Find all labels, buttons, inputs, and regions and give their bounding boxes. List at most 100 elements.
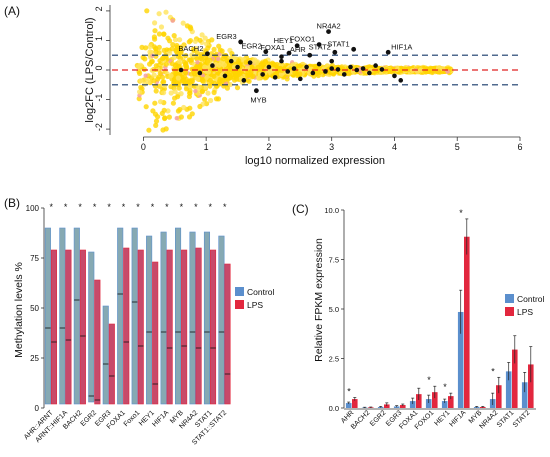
background-point <box>211 46 217 53</box>
background-point <box>217 76 223 82</box>
background-point <box>161 47 167 54</box>
tf-point <box>310 70 316 76</box>
tf-point <box>272 75 278 80</box>
gene-label-stat1: STAT1 <box>327 39 349 48</box>
background-point <box>204 41 210 47</box>
tf-point <box>379 67 385 72</box>
y-tick-label: 5.0 <box>329 305 339 314</box>
background-point <box>292 70 298 76</box>
background-point <box>138 84 144 90</box>
background-point <box>195 76 201 82</box>
gene-label-hey1: HEY1 <box>274 36 294 45</box>
tf-point <box>241 78 247 83</box>
x-tick-label: 3 <box>329 142 334 152</box>
tf-point <box>291 66 297 71</box>
significance-star: * <box>209 202 213 212</box>
gene-label-egr3: EGR3 <box>216 32 236 41</box>
tf-point <box>329 66 334 71</box>
background-point <box>160 74 166 80</box>
box-lps <box>123 247 130 405</box>
background-point <box>144 8 150 14</box>
tf-point <box>266 64 272 70</box>
background-point <box>143 73 148 78</box>
background-point <box>315 69 321 75</box>
background-point <box>234 73 240 79</box>
background-point <box>181 104 187 111</box>
bar-control <box>505 371 512 408</box>
tf-point <box>222 73 228 79</box>
background-point <box>297 71 303 77</box>
background-point <box>146 127 152 133</box>
significance-star: * <box>122 202 126 212</box>
tf-point <box>178 67 184 73</box>
background-point <box>162 83 168 89</box>
y-tick-label: 100 <box>26 204 40 213</box>
box-lps <box>224 263 231 405</box>
background-point <box>170 42 176 48</box>
background-point <box>243 59 249 65</box>
tf-point <box>323 69 328 74</box>
background-point <box>143 104 149 110</box>
background-point <box>255 59 261 65</box>
y-tick-label: 0 <box>94 65 104 70</box>
significance-star: * <box>427 375 431 385</box>
background-point <box>167 38 173 44</box>
box-lps <box>108 323 115 405</box>
gene-point-stat2 <box>332 49 338 55</box>
background-point <box>213 96 220 102</box>
background-point <box>176 58 182 64</box>
background-point <box>186 39 192 45</box>
background-point <box>224 58 230 64</box>
background-point <box>147 61 153 67</box>
legend-swatch-lps <box>505 307 514 316</box>
y-axis-label: Methylation levels % <box>13 262 25 358</box>
background-point <box>202 35 208 41</box>
background-point <box>162 115 168 122</box>
y-tick-label: 2 <box>94 6 104 11</box>
background-point <box>187 88 193 94</box>
background-point <box>137 70 143 76</box>
tf-point <box>279 58 284 64</box>
background-point <box>207 83 213 89</box>
category-label: EGR2 <box>369 409 388 428</box>
y-tick-label: 25 <box>30 354 39 363</box>
background-point <box>138 78 144 84</box>
background-point <box>194 56 200 62</box>
significance-star: * <box>78 202 82 212</box>
background-point <box>145 79 151 85</box>
background-point <box>227 81 233 88</box>
gene-label-foxo1: FOXO1 <box>290 35 315 44</box>
box-control <box>117 227 124 405</box>
gene-point-foxo1 <box>316 42 322 47</box>
y-tick-label: 75 <box>30 254 39 263</box>
category-label: Foxo1 <box>123 409 142 428</box>
background-point <box>151 78 157 84</box>
background-point <box>152 20 158 26</box>
box-lps <box>65 249 72 405</box>
x-tick-label: 0 <box>141 142 146 152</box>
background-point <box>161 31 167 37</box>
gene-label-myb: MYB <box>250 96 266 105</box>
box-control <box>160 231 167 405</box>
y-tick-label: 2.5 <box>329 355 339 364</box>
background-point <box>153 88 159 94</box>
background-point <box>163 61 169 67</box>
background-point <box>197 103 203 110</box>
box-control <box>203 231 211 405</box>
box-lps <box>152 261 159 405</box>
background-point <box>202 84 208 90</box>
legend-swatch-control <box>235 287 244 296</box>
bar-lps <box>464 236 470 408</box>
category-label: STAT2 <box>512 409 532 429</box>
background-point <box>299 67 305 73</box>
background-point <box>200 78 206 84</box>
background-point <box>157 99 164 105</box>
background-point <box>205 58 211 64</box>
x-tick-label: 1 <box>204 142 209 152</box>
tf-point <box>373 63 378 68</box>
tf-point <box>367 70 372 76</box>
x-tick-label: 2 <box>266 142 271 152</box>
gene-point-stat1 <box>351 46 357 52</box>
gene-label-hif1a: HIF1A <box>391 42 412 51</box>
background-point <box>188 71 194 77</box>
